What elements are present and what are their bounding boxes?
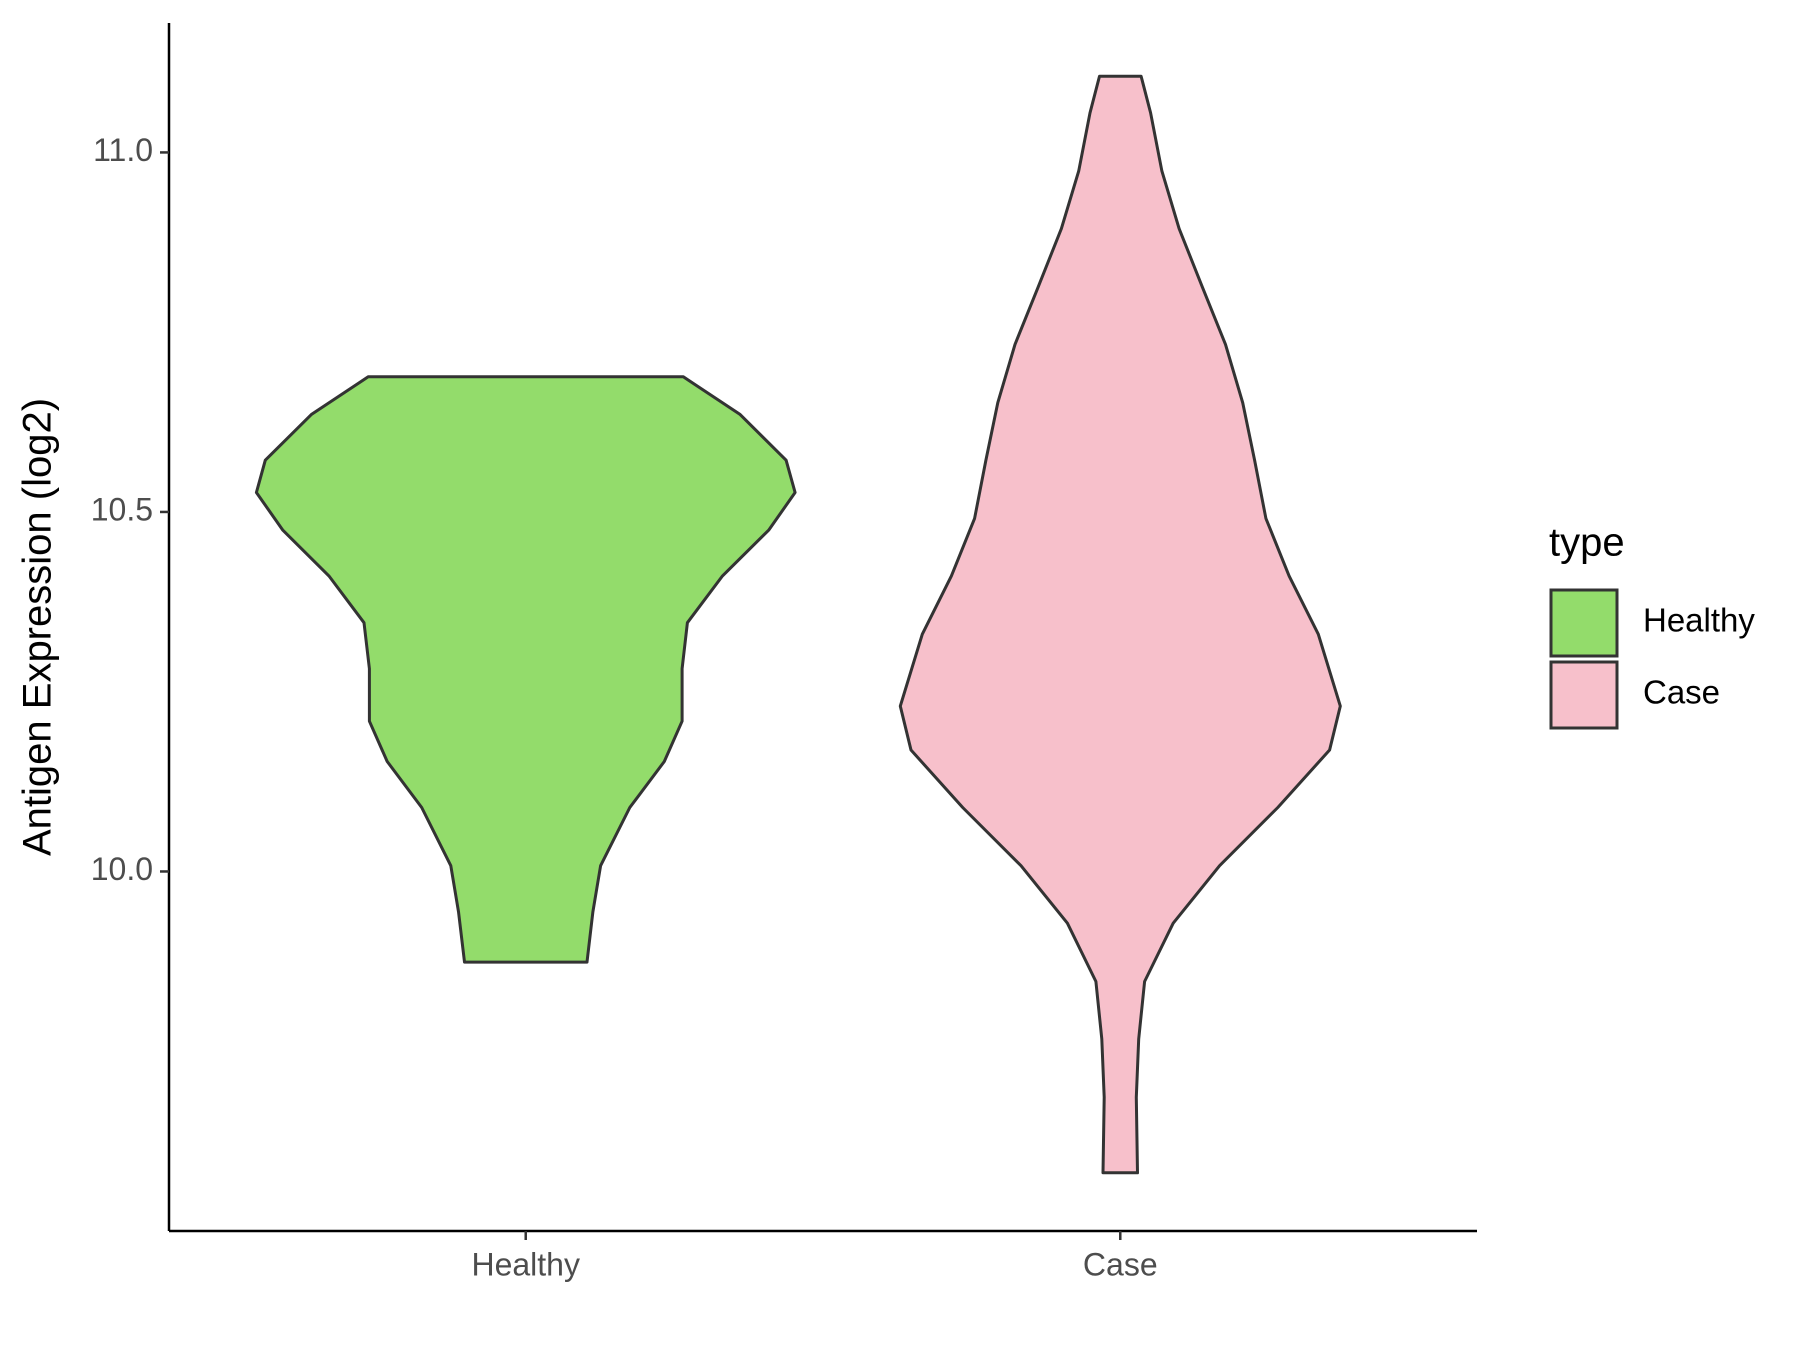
legend-swatch [1549,588,1619,658]
legend-label: Case [1643,674,1720,711]
legend-label: Healthy [1643,602,1755,639]
x-tick-label: Healthy [471,1246,580,1282]
y-tick-label: 10.0 [91,851,153,887]
x-tick-label: Case [1083,1246,1158,1282]
y-tick-label: 11.0 [93,132,153,168]
violin [898,74,1342,1175]
violin [254,375,797,964]
y-tick-label: 10.5 [91,491,153,527]
legend-swatch [1549,660,1619,730]
legend-title: type [1549,521,1625,565]
y-axis-title: Antigen Expression (log2) [16,398,60,856]
